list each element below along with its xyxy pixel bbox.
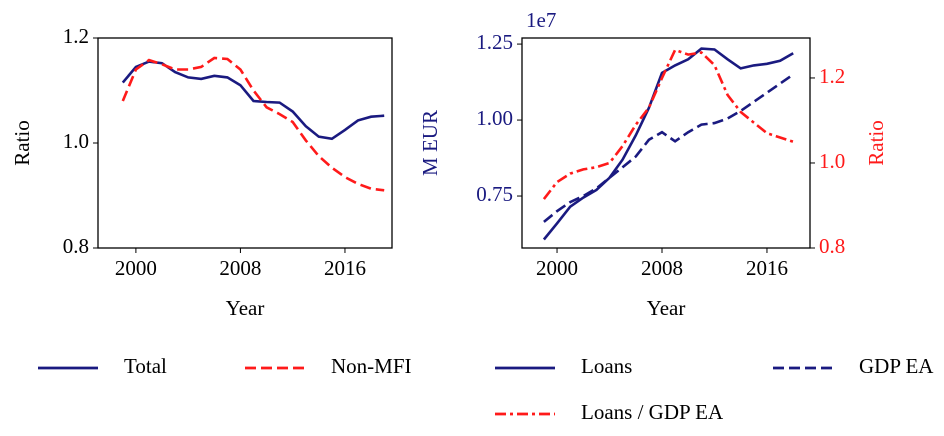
x-tick-label: 2008 (641, 256, 683, 280)
data-line (121, 60, 385, 141)
y-tick-label: 0.8 (63, 234, 89, 258)
y-axis-label: M EUR (418, 110, 442, 176)
legend-label: Loans (581, 354, 632, 378)
data-line (542, 47, 794, 241)
y-tick-label: 1.0 (63, 129, 89, 153)
y-tick-label: 1.2 (63, 24, 89, 48)
data-line (121, 56, 385, 192)
legend-label: GDP EA (859, 354, 934, 378)
y2-axis-label: Ratio (864, 120, 888, 166)
y-tick-label: 0.75 (476, 182, 513, 206)
x-tick-label: 2016 (746, 256, 788, 280)
y2-tick-label: 0.8 (819, 234, 845, 258)
plot-frame (521, 37, 811, 249)
data-line (542, 48, 794, 200)
x-tick-label: 2016 (324, 256, 366, 280)
legend-label: Non-MFI (331, 354, 412, 378)
plot-frame (97, 37, 393, 249)
y-tick-label: 1.00 (476, 106, 513, 130)
x-tick-label: 2000 (536, 256, 578, 280)
x-axis-label: Year (226, 296, 265, 320)
legend-label: Total (124, 354, 167, 378)
y-tick-label: 1.25 (476, 30, 513, 54)
y2-tick-label: 1.2 (819, 64, 845, 88)
y2-tick-label: 1.0 (819, 149, 845, 173)
x-tick-label: 2008 (219, 256, 261, 280)
x-axis-label: Year (647, 296, 686, 320)
y-axis-label: Ratio (10, 120, 34, 166)
offset-text: 1e7 (526, 8, 556, 32)
data-line (543, 73, 794, 223)
x-tick-label: 2000 (115, 256, 157, 280)
legend-label: Loans / GDP EA (581, 400, 724, 424)
